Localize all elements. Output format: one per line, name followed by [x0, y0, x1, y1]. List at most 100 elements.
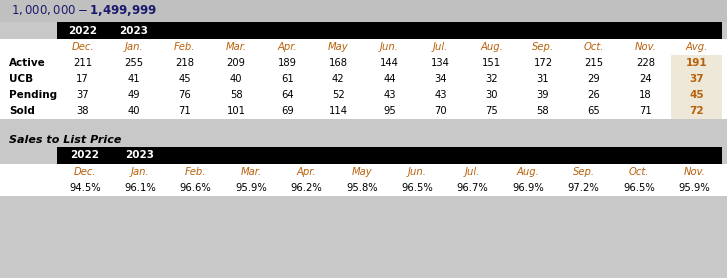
Text: Aug.: Aug.	[517, 167, 539, 177]
Text: Feb.: Feb.	[174, 42, 196, 52]
Text: 40: 40	[127, 106, 140, 116]
Text: 45: 45	[179, 74, 191, 84]
Bar	[0, 196, 727, 278]
Text: 211: 211	[73, 58, 92, 68]
Text: UCB: UCB	[9, 74, 33, 84]
Text: 58: 58	[230, 90, 242, 100]
Text: Feb.: Feb.	[185, 167, 206, 177]
Text: 32: 32	[486, 74, 498, 84]
Text: 96.5%: 96.5%	[623, 183, 655, 193]
Text: 96.5%: 96.5%	[401, 183, 433, 193]
Text: 40: 40	[230, 74, 242, 84]
Text: 134: 134	[431, 58, 450, 68]
Text: Sales to List Price: Sales to List Price	[9, 135, 121, 145]
Bar	[0, 119, 727, 133]
Bar	[0, 55, 727, 71]
Text: 65: 65	[587, 106, 601, 116]
Text: 39: 39	[537, 90, 550, 100]
Text: 96.1%: 96.1%	[124, 183, 156, 193]
Text: 189: 189	[278, 58, 297, 68]
Text: Sold: Sold	[9, 106, 35, 116]
Text: 24: 24	[639, 74, 651, 84]
Text: 114: 114	[329, 106, 348, 116]
Text: May: May	[351, 167, 372, 177]
Text: 29: 29	[587, 74, 601, 84]
Text: 38: 38	[76, 106, 89, 116]
Bar	[0, 164, 727, 180]
Text: 64: 64	[281, 90, 294, 100]
Text: Oct.: Oct.	[629, 167, 649, 177]
Text: 228: 228	[636, 58, 655, 68]
Text: 96.6%: 96.6%	[180, 183, 212, 193]
Text: 34: 34	[435, 74, 447, 84]
Text: 191: 191	[686, 58, 707, 68]
Text: 168: 168	[329, 58, 348, 68]
Text: Jan.: Jan.	[131, 167, 150, 177]
Text: 45: 45	[689, 90, 704, 100]
Text: 255: 255	[124, 58, 143, 68]
Text: Oct.: Oct.	[584, 42, 604, 52]
Text: Avg.: Avg.	[686, 42, 707, 52]
Text: 31: 31	[537, 74, 550, 84]
Text: 97.2%: 97.2%	[568, 183, 599, 193]
Text: May: May	[328, 42, 349, 52]
Text: Dec.: Dec.	[71, 42, 94, 52]
Text: 215: 215	[585, 58, 603, 68]
Text: 101: 101	[227, 106, 246, 116]
Text: 96.9%: 96.9%	[512, 183, 544, 193]
Text: Nov.: Nov.	[635, 42, 656, 52]
Text: Jun.: Jun.	[408, 167, 427, 177]
Text: 151: 151	[482, 58, 502, 68]
Text: Pending: Pending	[9, 90, 57, 100]
Text: Sep.: Sep.	[572, 167, 595, 177]
Text: 58: 58	[537, 106, 550, 116]
Text: 75: 75	[486, 106, 498, 116]
Text: 94.5%: 94.5%	[69, 183, 100, 193]
Text: 37: 37	[76, 90, 89, 100]
Bar	[0, 71, 727, 87]
Bar	[671, 103, 722, 119]
Text: 42: 42	[332, 74, 345, 84]
Text: 43: 43	[383, 90, 395, 100]
Text: Active: Active	[9, 58, 46, 68]
Text: Dec.: Dec.	[73, 167, 96, 177]
Text: 37: 37	[689, 74, 704, 84]
Text: 49: 49	[127, 90, 140, 100]
Text: 2022: 2022	[68, 26, 97, 36]
Bar	[671, 55, 722, 71]
Text: 61: 61	[281, 74, 294, 84]
Text: 72: 72	[689, 106, 704, 116]
Bar	[0, 39, 727, 55]
Text: 30: 30	[486, 90, 498, 100]
Text: 95.9%: 95.9%	[678, 183, 710, 193]
Text: 69: 69	[281, 106, 294, 116]
Text: Sep.: Sep.	[532, 42, 554, 52]
Text: Nov.: Nov.	[683, 167, 705, 177]
Text: 17: 17	[76, 74, 89, 84]
Text: Jan.: Jan.	[124, 42, 143, 52]
Text: 95: 95	[383, 106, 396, 116]
Text: 52: 52	[332, 90, 345, 100]
Text: 209: 209	[227, 58, 246, 68]
Text: 96.2%: 96.2%	[291, 183, 322, 193]
Bar	[0, 87, 727, 103]
Text: 172: 172	[534, 58, 553, 68]
Bar	[57, 147, 722, 164]
Text: Apr.: Apr.	[297, 167, 316, 177]
Text: 2022: 2022	[71, 150, 99, 160]
Text: 2023: 2023	[119, 26, 148, 36]
Text: Jul.: Jul.	[465, 167, 481, 177]
Bar	[671, 87, 722, 103]
Text: 95.8%: 95.8%	[346, 183, 377, 193]
Text: 218: 218	[175, 58, 194, 68]
Text: 26: 26	[587, 90, 601, 100]
Bar	[0, 0, 727, 22]
Bar	[671, 71, 722, 87]
Text: 44: 44	[383, 74, 395, 84]
Text: Aug.: Aug.	[481, 42, 503, 52]
Text: $1,000,000 - $1,499,999: $1,000,000 - $1,499,999	[11, 4, 157, 19]
Text: Jun.: Jun.	[380, 42, 399, 52]
Bar	[57, 22, 722, 39]
Text: 70: 70	[434, 106, 447, 116]
Text: 144: 144	[380, 58, 399, 68]
